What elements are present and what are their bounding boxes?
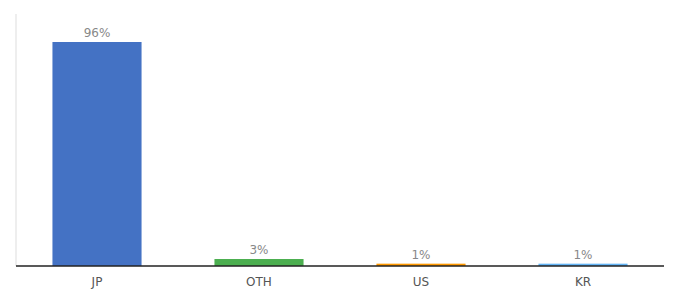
x-tick-label: OTH (246, 275, 272, 289)
bar (52, 42, 141, 266)
data-label: 3% (249, 243, 268, 257)
chart: 96% 3% 1% 1% JP OTH US KR (0, 0, 680, 300)
x-tick-label: KR (575, 275, 591, 289)
data-label: 1% (573, 248, 592, 262)
bars (52, 42, 627, 266)
bar (214, 259, 303, 266)
data-label: 1% (411, 248, 430, 262)
x-axis-line (16, 265, 664, 267)
y-axis-line (16, 14, 17, 266)
chart-container: 96% 3% 1% 1% JP OTH US KR (0, 0, 680, 300)
data-label: 96% (84, 26, 111, 40)
x-tick-label: US (413, 275, 429, 289)
x-tick-label: JP (91, 275, 103, 289)
